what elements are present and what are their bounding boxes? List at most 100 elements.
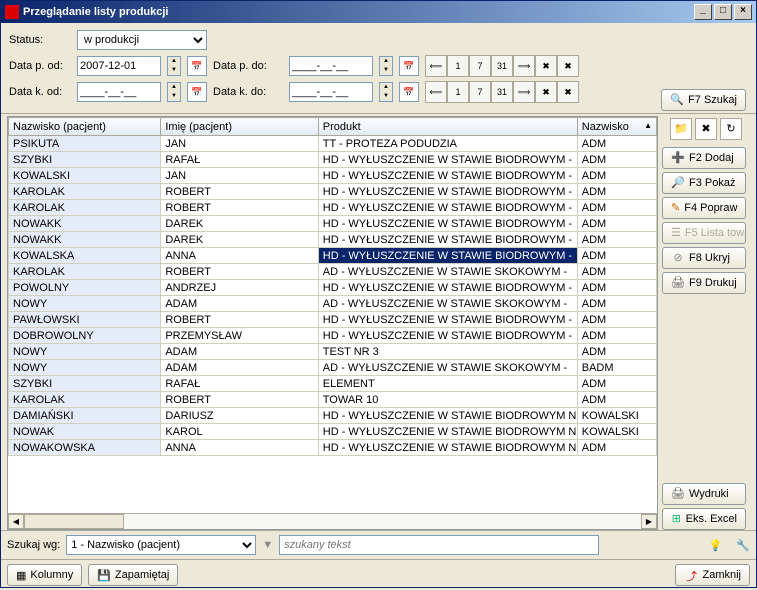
spinner[interactable]: ▲▼ [167,82,181,102]
delete-icon[interactable]: ✖ [695,118,717,140]
table-cell[interactable]: NOWAKK [9,216,161,232]
table-row[interactable]: NOWAKKDAREKHD - WYŁUSZCZENIE W STAWIE BI… [9,216,657,232]
table-cell[interactable]: ADM [577,184,656,200]
table-cell[interactable]: HD - WYŁUSZCZENIE W STAWIE BIODROWYM - [318,200,577,216]
table-cell[interactable]: RAFAŁ [161,152,318,168]
table-cell[interactable]: ROBERT [161,392,318,408]
date-toolbar-button[interactable]: ⟹ [513,81,535,103]
data-p-od-input[interactable] [77,56,161,76]
lista-button[interactable]: ☰F5 Lista tow. [662,222,746,244]
table-cell[interactable]: HD - WYŁUSZCZENIE W STAWIE BIODROWYM - [318,216,577,232]
spinner[interactable]: ▲▼ [379,56,393,76]
table-cell[interactable]: HD - WYŁUSZCZENIE W STAWIE BIODROWYM - [318,280,577,296]
edit-button[interactable]: ✎F4 Popraw [662,197,746,219]
wydruki-button[interactable]: 🖨Wydruki [662,483,746,505]
tools-icon[interactable]: 🔧 [736,539,750,552]
table-cell[interactable]: KAROL [161,424,318,440]
data-p-do-input[interactable] [289,56,373,76]
table-cell[interactable]: JAN [161,136,318,152]
table-row[interactable]: SZYBKIRAFAŁELEMENTADM [9,376,657,392]
date-toolbar-button[interactable]: ⟸ [425,55,447,77]
table-row[interactable]: KAROLAKROBERTHD - WYŁUSZCZENIE W STAWIE … [9,184,657,200]
table-cell[interactable]: ADM [577,312,656,328]
table-cell[interactable]: NOWAK [9,424,161,440]
data-k-od-input[interactable] [77,82,161,102]
date-toolbar-button[interactable]: 7 [469,55,491,77]
table-cell[interactable]: ADM [577,264,656,280]
date-toolbar-button[interactable]: ✖ [535,81,557,103]
table-cell[interactable]: AD - WYŁUSZCZENIE W STAWIE SKOKOWYM - [318,360,577,376]
table-cell[interactable]: TT - PROTEZA PODUDZIA [318,136,577,152]
close-button[interactable]: × [734,4,752,20]
table-cell[interactable]: AD - WYŁUSZCZENIE W STAWIE SKOKOWYM - [318,296,577,312]
table-row[interactable]: NOWAKKAROLHD - WYŁUSZCZENIE W STAWIE BIO… [9,424,657,440]
table-cell[interactable]: ADM [577,296,656,312]
table-cell[interactable]: KAROLAK [9,200,161,216]
spinner[interactable]: ▲▼ [379,82,393,102]
column-header[interactable]: Produkt [318,118,577,136]
table-cell[interactable]: KAROLAK [9,392,161,408]
table-cell[interactable]: KOWALSKA [9,248,161,264]
table-row[interactable]: DAMIAŃSKIDARIUSZHD - WYŁUSZCZENIE W STAW… [9,408,657,424]
table-cell[interactable]: PSIKUTA [9,136,161,152]
bulb-icon[interactable]: 💡 [709,539,723,552]
table-cell[interactable]: ELEMENT [318,376,577,392]
date-toolbar-button[interactable]: 31 [491,81,513,103]
column-header[interactable]: Nazwisko▲ [577,118,656,136]
table-cell[interactable]: NOWY [9,360,161,376]
column-header[interactable]: Imię (pacjent) [161,118,318,136]
table-cell[interactable]: NOWAKOWSKA [9,440,161,456]
table-cell[interactable]: KAROLAK [9,184,161,200]
date-toolbar-button[interactable]: ⟹ [513,55,535,77]
kolumny-button[interactable]: ▦Kolumny [7,564,82,586]
table-cell[interactable]: ANNA [161,248,318,264]
date-toolbar-button[interactable]: ✖ [557,55,579,77]
spinner[interactable]: ▲▼ [167,56,181,76]
horizontal-scrollbar[interactable]: ◀ ▶ [8,513,657,529]
column-header[interactable]: Nazwisko (pacjent) [9,118,161,136]
table-cell[interactable]: PRZEMYSŁAW [161,328,318,344]
table-cell[interactable]: RAFAŁ [161,376,318,392]
table-cell[interactable]: KOWALSKI [577,408,656,424]
table-row[interactable]: POWOLNYANDRZEJHD - WYŁUSZCZENIE W STAWIE… [9,280,657,296]
scroll-right-arrow[interactable]: ▶ [641,514,657,529]
table-cell[interactable]: HD - WYŁUSZCZENIE W STAWIE BIODROWYM - [318,248,577,264]
data-k-do-input[interactable] [289,82,373,102]
table-cell[interactable]: ANDRZEJ [161,280,318,296]
table-cell[interactable]: ADM [577,248,656,264]
table-cell[interactable]: AD - WYŁUSZCZENIE W STAWIE SKOKOWYM - [318,264,577,280]
table-row[interactable]: KOWALSKAANNAHD - WYŁUSZCZENIE W STAWIE B… [9,248,657,264]
table-cell[interactable]: POWOLNY [9,280,161,296]
date-toolbar-button[interactable]: ⟸ [425,81,447,103]
status-select[interactable]: w produkcji [77,30,207,50]
table-cell[interactable]: TEST NR 3 [318,344,577,360]
table-cell[interactable]: ADM [577,152,656,168]
hide-button[interactable]: ⊘F8 Ukryj [662,247,746,269]
table-row[interactable]: PAWŁOWSKIROBERTHD - WYŁUSZCZENIE W STAWI… [9,312,657,328]
table-row[interactable]: SZYBKIRAFAŁHD - WYŁUSZCZENIE W STAWIE BI… [9,152,657,168]
table-cell[interactable]: NOWY [9,296,161,312]
zapamietaj-button[interactable]: 💾Zapamiętaj [88,564,178,586]
table-row[interactable]: KOWALSKIJANHD - WYŁUSZCZENIE W STAWIE BI… [9,168,657,184]
table-cell[interactable]: SZYBKI [9,376,161,392]
table-cell[interactable]: ADM [577,136,656,152]
table-cell[interactable]: SZYBKI [9,152,161,168]
zamknij-button[interactable]: ⤴Zamknij [675,564,750,586]
excel-button[interactable]: ⊞Eks. Excel [662,508,746,530]
table-cell[interactable]: ADM [577,440,656,456]
table-cell[interactable]: ADM [577,280,656,296]
table-cell[interactable]: ADAM [161,344,318,360]
table-cell[interactable]: JAN [161,168,318,184]
add-button[interactable]: ➕F2 Dodaj [662,147,746,169]
table-row[interactable]: NOWAKOWSKAANNAHD - WYŁUSZCZENIE W STAWIE… [9,440,657,456]
folder-icon[interactable]: 📁 [670,118,692,140]
table-row[interactable]: KAROLAKROBERTAD - WYŁUSZCZENIE W STAWIE … [9,264,657,280]
scroll-left-arrow[interactable]: ◀ [8,514,24,529]
date-toolbar-button[interactable]: ✖ [535,55,557,77]
refresh-icon[interactable]: ↻ [720,118,742,140]
date-toolbar-button[interactable]: 1 [447,81,469,103]
table-cell[interactable]: KAROLAK [9,264,161,280]
date-toolbar-button[interactable]: ✖ [557,81,579,103]
table-row[interactable]: PSIKUTAJANTT - PROTEZA PODUDZIAADM [9,136,657,152]
date-toolbar-button[interactable]: 31 [491,55,513,77]
